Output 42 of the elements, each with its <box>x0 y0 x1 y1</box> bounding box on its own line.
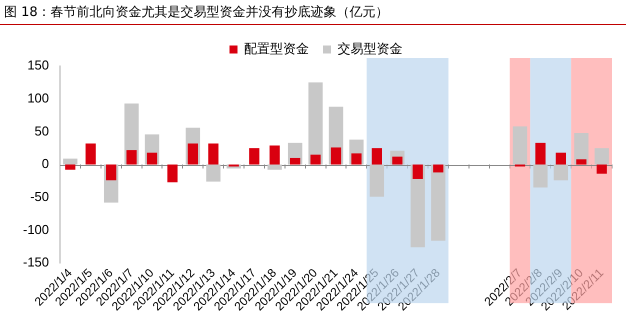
legend-label: 交易型资金 <box>338 40 402 57</box>
bar <box>268 164 282 170</box>
bar <box>431 164 446 241</box>
chart-title: 图 18：春节前北向资金尤其是交易型资金并没有抄底迹象（亿元） <box>0 0 626 25</box>
bar <box>412 164 423 179</box>
bar <box>310 154 321 165</box>
bar <box>249 148 260 165</box>
bar <box>433 164 444 172</box>
y-tick-label: 100 <box>27 90 50 106</box>
bar <box>372 148 382 165</box>
y-tick-label: 150 <box>27 58 50 73</box>
bar <box>351 153 362 165</box>
bar <box>208 144 218 165</box>
bar <box>596 164 607 174</box>
bar <box>533 164 548 188</box>
bar <box>556 152 566 165</box>
bar <box>270 145 280 165</box>
y-tick-label: -100 <box>22 222 50 237</box>
bar <box>576 159 586 165</box>
bar <box>308 82 323 165</box>
bar <box>290 158 300 165</box>
bar <box>146 152 158 165</box>
bar <box>65 164 76 170</box>
bar <box>594 148 609 165</box>
bar <box>86 144 96 165</box>
bar <box>188 144 198 165</box>
y-tick-label: -150 <box>22 254 50 270</box>
bar <box>206 164 221 182</box>
bar <box>330 147 342 165</box>
bar <box>63 158 78 165</box>
y-tick-label: 0 <box>42 156 50 172</box>
bar <box>370 164 384 197</box>
bar <box>106 164 116 180</box>
y-tick-label: 50 <box>34 123 50 138</box>
bar <box>535 142 546 165</box>
bar <box>126 150 137 165</box>
y-tick-label: -50 <box>30 188 50 204</box>
bar <box>392 156 402 165</box>
legend-label: 配置型资金 <box>244 42 309 57</box>
bar <box>554 164 568 180</box>
bar <box>167 164 178 182</box>
bar <box>512 126 528 165</box>
